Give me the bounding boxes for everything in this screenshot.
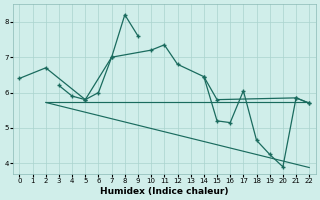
X-axis label: Humidex (Indice chaleur): Humidex (Indice chaleur) (100, 187, 228, 196)
